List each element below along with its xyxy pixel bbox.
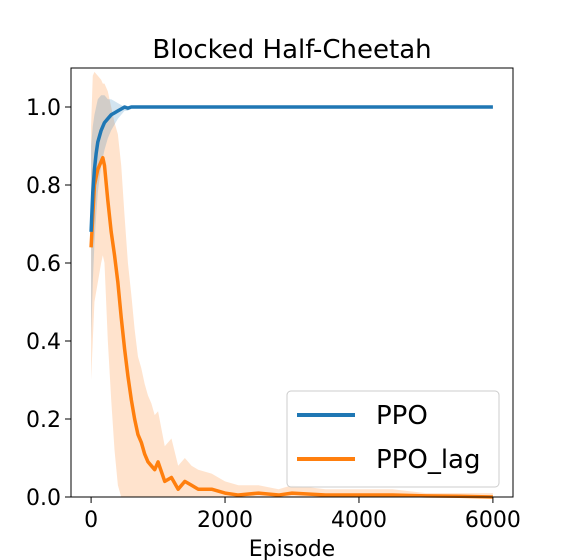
x-axis-label: Episode (249, 537, 335, 560)
x-axis-ticks: 0 2000 4000 6000 (84, 497, 521, 533)
x-tick-label: 0 (84, 508, 98, 533)
band-ppo (91, 95, 493, 341)
y-tick-label: 0.6 (26, 252, 61, 277)
legend-label-ppo-lag: PPO_lag (376, 445, 480, 475)
y-tick-label: 0.0 (26, 486, 61, 511)
x-tick-label: 2000 (197, 508, 253, 533)
chart-title: Blocked Half-Cheetah (152, 35, 431, 65)
y-tick-label: 1.0 (26, 96, 61, 121)
y-tick-label: 0.8 (26, 174, 61, 199)
confidence-bands (91, 71, 493, 498)
plot-frame (70, 67, 514, 498)
series-line-ppo (89, 105, 493, 232)
x-tick-label: 6000 (465, 508, 521, 533)
series-lines (89, 105, 493, 499)
series-line-ppo-lag (89, 155, 493, 499)
y-tick-label: 0.4 (26, 330, 61, 355)
x-tick-label: 4000 (331, 508, 387, 533)
y-tick-label: 0.2 (26, 408, 61, 433)
band-ppo-lag (91, 71, 493, 498)
legend: PPO PPO_lag (286, 390, 500, 488)
legend-label-ppo: PPO (376, 401, 428, 431)
y-axis-ticks: 0.0 0.2 0.4 0.6 0.8 1.0 (26, 96, 71, 511)
